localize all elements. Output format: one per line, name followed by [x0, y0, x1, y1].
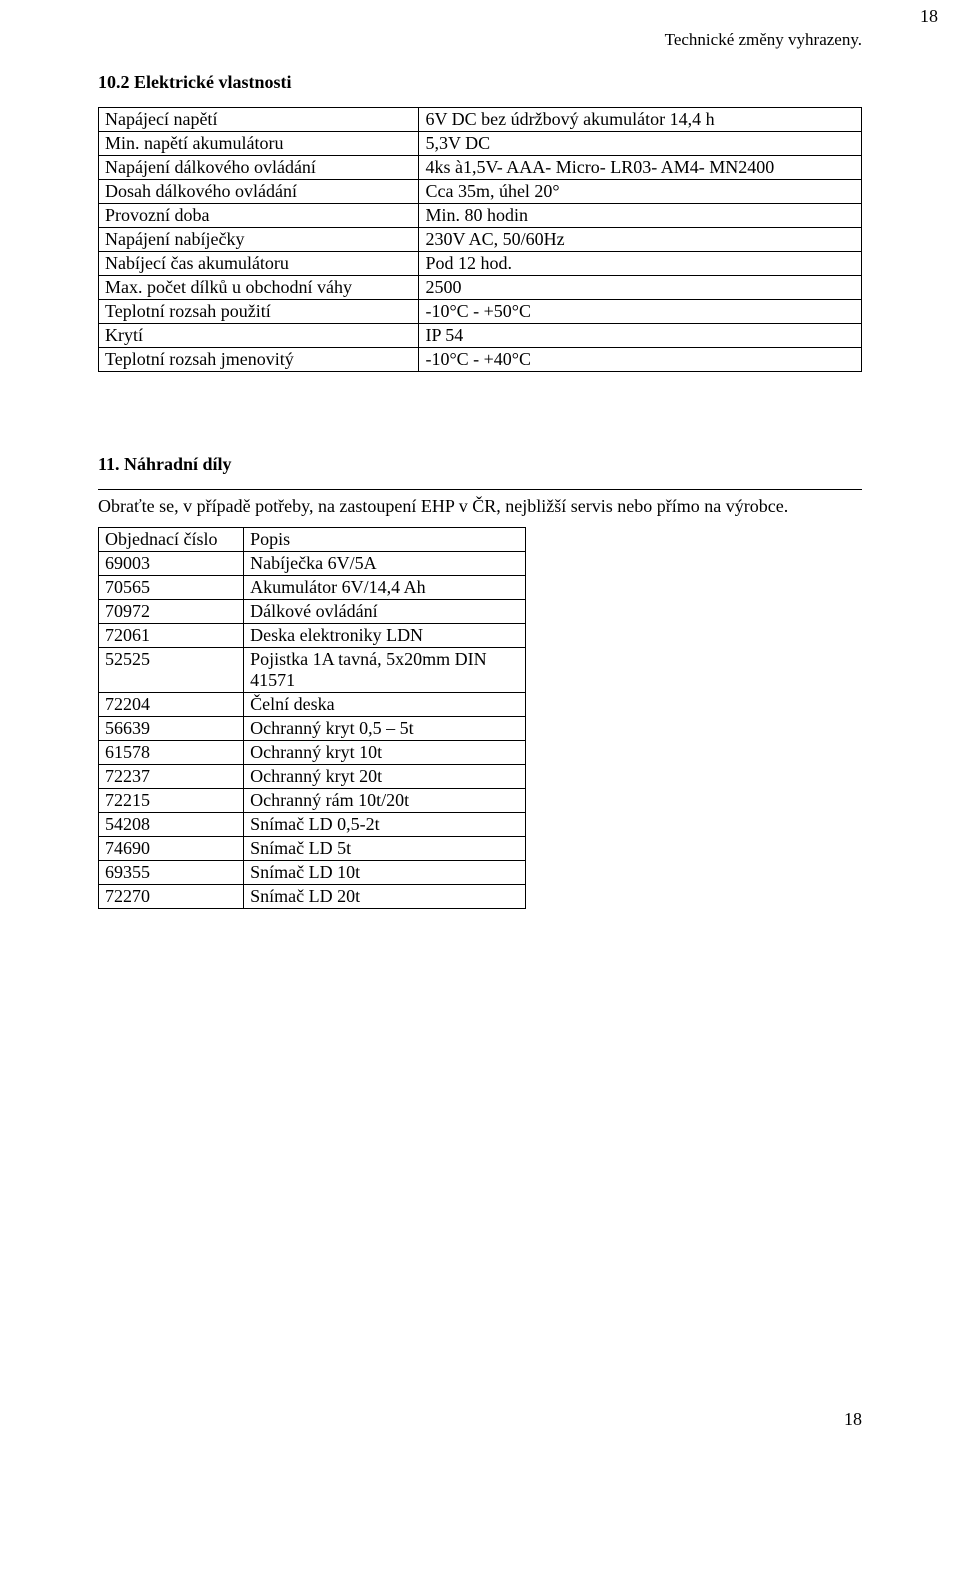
table-cell: 56639: [99, 717, 244, 741]
table-row: 72204Čelní deska: [99, 693, 526, 717]
table-cell: Napájení dálkového ovládání: [99, 156, 419, 180]
table-row: 61578Ochranný kryt 10t: [99, 741, 526, 765]
table-cell: 72270: [99, 885, 244, 909]
spare-parts-table: Objednací čísloPopis69003Nabíječka 6V/5A…: [98, 527, 526, 909]
table-cell: Pojistka 1A tavná, 5x20mm DIN 41571: [244, 648, 526, 693]
table-cell: 72061: [99, 624, 244, 648]
table-row: Nabíjecí čas akumulátoruPod 12 hod.: [99, 252, 862, 276]
table-row: 72215Ochranný rám 10t/20t: [99, 789, 526, 813]
table-row: Provozní dobaMin. 80 hodin: [99, 204, 862, 228]
table-cell: 52525: [99, 648, 244, 693]
table-cell: 69003: [99, 552, 244, 576]
table-row: Max. počet dílků u obchodní váhy2500: [99, 276, 862, 300]
page-number-top: 18: [920, 6, 938, 27]
table-cell: Čelní deska: [244, 693, 526, 717]
table-cell: Nabíječka 6V/5A: [244, 552, 526, 576]
section-heading-spareparts: 11. Náhradní díly: [98, 454, 862, 475]
table-cell: Ochranný kryt 0,5 – 5t: [244, 717, 526, 741]
table-row: 54208Snímač LD 0,5-2t: [99, 813, 526, 837]
table-cell: 72204: [99, 693, 244, 717]
table-row: 72061Deska elektroniky LDN: [99, 624, 526, 648]
table-row: Min. napětí akumulátoru5,3V DC: [99, 132, 862, 156]
table-row: 72237Ochranný kryt 20t: [99, 765, 526, 789]
table-cell: Dálkové ovládání: [244, 600, 526, 624]
table-cell: Snímač LD 0,5-2t: [244, 813, 526, 837]
table-cell: Teplotní rozsah použití: [99, 300, 419, 324]
table-cell: 6V DC bez údržbový akumulátor 14,4 h: [419, 108, 862, 132]
table-cell: Max. počet dílků u obchodní váhy: [99, 276, 419, 300]
table-header-row: Objednací čísloPopis: [99, 528, 526, 552]
table-row: 74690Snímač LD 5t: [99, 837, 526, 861]
table-row: 69003Nabíječka 6V/5A: [99, 552, 526, 576]
table-cell: 72215: [99, 789, 244, 813]
table-row: 52525Pojistka 1A tavná, 5x20mm DIN 41571: [99, 648, 526, 693]
table-cell: Snímač LD 10t: [244, 861, 526, 885]
table-cell: 5,3V DC: [419, 132, 862, 156]
table-cell: 72237: [99, 765, 244, 789]
table-cell: 74690: [99, 837, 244, 861]
table-row: 69355Snímač LD 10t: [99, 861, 526, 885]
table-cell: Pod 12 hod.: [419, 252, 862, 276]
table-cell: 61578: [99, 741, 244, 765]
table-cell: Snímač LD 5t: [244, 837, 526, 861]
table-cell: Dosah dálkového ovládání: [99, 180, 419, 204]
table-row: Dosah dálkového ovládáníCca 35m, úhel 20…: [99, 180, 862, 204]
table-cell: Min. napětí akumulátoru: [99, 132, 419, 156]
table-cell: 70565: [99, 576, 244, 600]
table-cell: Ochranný rám 10t/20t: [244, 789, 526, 813]
table-cell: Napájení nabíječky: [99, 228, 419, 252]
table-cell: Deska elektroniky LDN: [244, 624, 526, 648]
table-cell: Akumulátor 6V/14,4 Ah: [244, 576, 526, 600]
table-cell: 230V AC, 50/60Hz: [419, 228, 862, 252]
table-cell: Cca 35m, úhel 20°: [419, 180, 862, 204]
table-cell: Krytí: [99, 324, 419, 348]
table-cell: -10°C - +50°C: [419, 300, 862, 324]
table-row: 70565Akumulátor 6V/14,4 Ah: [99, 576, 526, 600]
spareparts-intro: Obraťte se, v případě potřeby, na zastou…: [98, 496, 862, 517]
table-row: Napájecí napětí6V DC bez údržbový akumul…: [99, 108, 862, 132]
separator-line: [98, 489, 862, 490]
table-cell: Ochranný kryt 10t: [244, 741, 526, 765]
table-header-cell: Popis: [244, 528, 526, 552]
table-cell: Provozní doba: [99, 204, 419, 228]
table-row: 72270Snímač LD 20t: [99, 885, 526, 909]
table-cell: Ochranný kryt 20t: [244, 765, 526, 789]
table-cell: -10°C - +40°C: [419, 348, 862, 372]
table-header-cell: Objednací číslo: [99, 528, 244, 552]
table-row: 70972Dálkové ovládání: [99, 600, 526, 624]
table-row: Teplotní rozsah použití-10°C - +50°C: [99, 300, 862, 324]
table-row: KrytíIP 54: [99, 324, 862, 348]
table-cell: Snímač LD 20t: [244, 885, 526, 909]
table-row: 56639Ochranný kryt 0,5 – 5t: [99, 717, 526, 741]
table-cell: 4ks à1,5V- AAA- Micro- LR03- AM4- MN2400: [419, 156, 862, 180]
top-note: Technické změny vyhrazeny.: [98, 30, 862, 50]
table-cell: 2500: [419, 276, 862, 300]
table-cell: 69355: [99, 861, 244, 885]
table-cell: 54208: [99, 813, 244, 837]
table-row: Napájení nabíječky230V AC, 50/60Hz: [99, 228, 862, 252]
table-row: Napájení dálkového ovládání4ks à1,5V- AA…: [99, 156, 862, 180]
table-cell: Napájecí napětí: [99, 108, 419, 132]
table-cell: Nabíjecí čas akumulátoru: [99, 252, 419, 276]
section-heading-electrical: 10.2 Elektrické vlastnosti: [98, 72, 862, 93]
table-cell: 70972: [99, 600, 244, 624]
table-cell: Teplotní rozsah jmenovitý: [99, 348, 419, 372]
table-row: Teplotní rozsah jmenovitý-10°C - +40°C: [99, 348, 862, 372]
table-cell: Min. 80 hodin: [419, 204, 862, 228]
table-cell: IP 54: [419, 324, 862, 348]
page-number-bottom: 18: [98, 1409, 862, 1430]
electrical-properties-table: Napájecí napětí6V DC bez údržbový akumul…: [98, 107, 862, 372]
